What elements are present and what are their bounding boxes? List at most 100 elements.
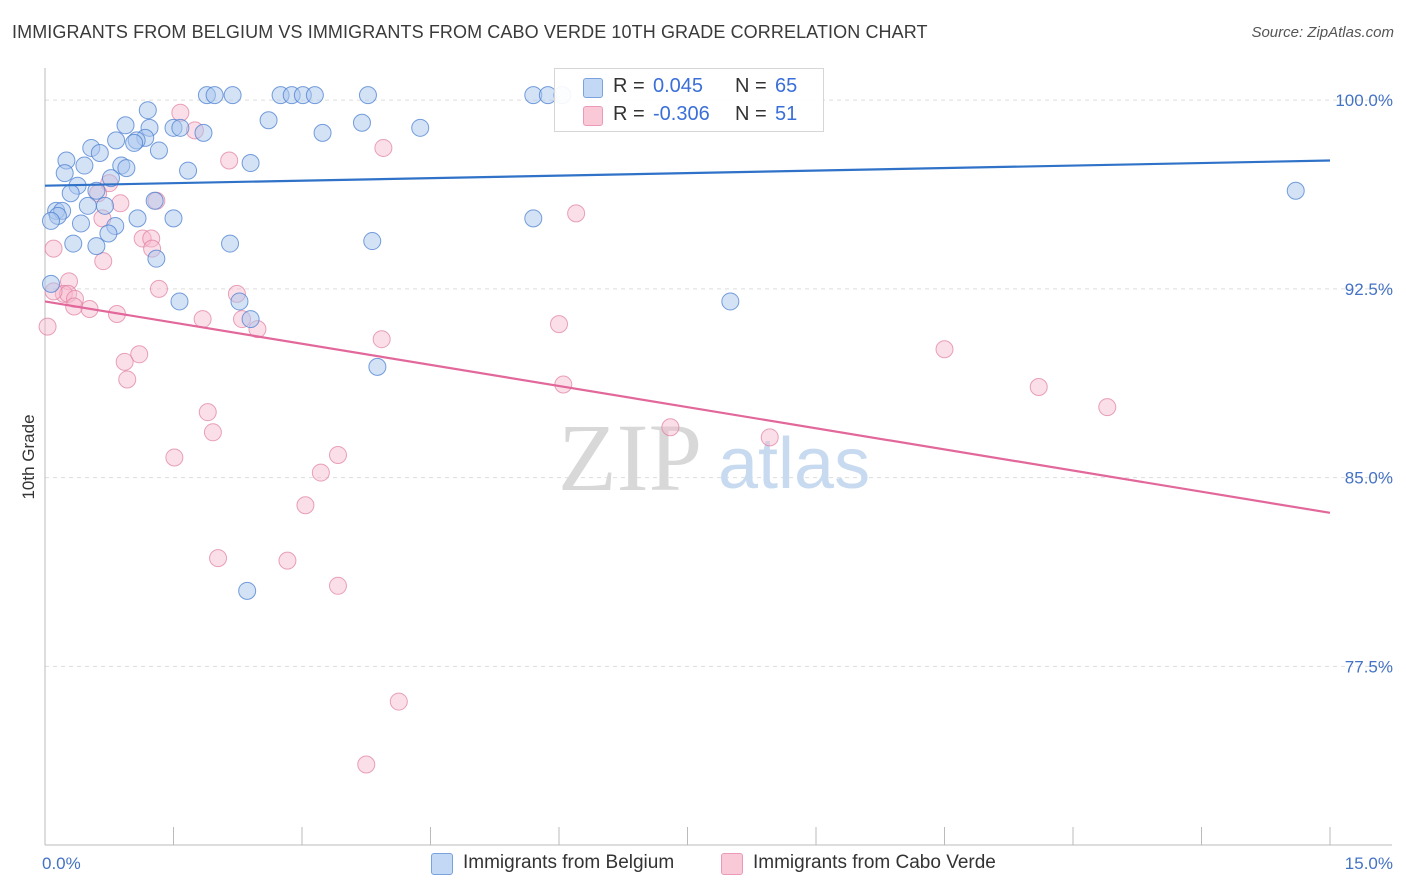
r-value: 0.045	[653, 75, 704, 97]
cabo-verde-point	[149, 279, 168, 298]
cabo-verde-point	[94, 252, 113, 271]
belgium-point	[721, 292, 740, 311]
legend-label-cabo-verde: Immigrants from Cabo Verde	[753, 852, 996, 873]
belgium-point	[1286, 181, 1305, 200]
cabo-verde-swatch	[583, 106, 603, 126]
cabo-verde-point	[554, 375, 573, 394]
belgium-point	[138, 101, 157, 120]
belgium-point	[179, 161, 198, 180]
belgium-point	[313, 123, 332, 142]
y-tick-label: 92.5%	[1345, 280, 1393, 299]
x-tick-label: 0.0%	[42, 854, 81, 873]
belgium-point	[61, 184, 80, 203]
cabo-verde-point	[328, 445, 347, 464]
belgium-point	[149, 141, 168, 160]
cabo-verde-point	[311, 463, 330, 482]
cabo-verde-point	[38, 317, 57, 336]
belgium-point	[205, 86, 224, 105]
belgium-trend-line	[44, 159, 1331, 187]
belgium-point	[99, 224, 118, 243]
belgium-point	[164, 209, 183, 228]
cabo-verde-point	[278, 551, 297, 570]
cabo-verde-point	[198, 403, 217, 422]
belgium-point	[194, 123, 213, 142]
cabo-verde-point	[550, 315, 568, 334]
belgium-point	[87, 181, 106, 200]
cabo-verde-point	[44, 239, 63, 258]
belgium-point	[363, 232, 382, 251]
watermark-zip: ZIP	[558, 404, 702, 511]
belgium-point	[358, 86, 377, 105]
belgium-point	[90, 143, 109, 162]
belgium-point	[238, 581, 257, 600]
grid-lines	[45, 99, 1392, 667]
r-label: R =	[613, 75, 645, 97]
belgium-point	[71, 214, 90, 233]
belgium-point	[87, 237, 106, 256]
belgium-point	[107, 131, 126, 150]
belgium-swatch	[583, 78, 603, 98]
cabo-verde-point	[130, 345, 149, 364]
cabo-verde-point	[567, 204, 586, 223]
cabo-verde-point	[209, 549, 228, 568]
belgium-points	[41, 86, 1305, 600]
cabo-verde-point	[111, 194, 130, 213]
cabo-verde-point	[115, 352, 134, 371]
belgium-point	[116, 116, 135, 135]
belgium-point	[305, 86, 324, 105]
belgium-point	[223, 86, 242, 105]
r-label: R =	[613, 103, 645, 125]
belgium-point	[117, 159, 136, 178]
watermark-atlas: atlas	[718, 424, 870, 504]
cabo-verde-point	[935, 340, 954, 359]
belgium-point	[75, 156, 94, 175]
belgium-point	[41, 274, 60, 293]
cabo-verde-point	[54, 284, 73, 303]
trend-lines	[44, 159, 1331, 514]
belgium-point	[411, 118, 430, 137]
stats-legend: R = 0.045 N = 65 R = -0.306 N = 51	[554, 68, 824, 132]
cabo-verde-point	[661, 418, 680, 437]
axes	[44, 68, 1392, 846]
belgium-legend-swatch	[431, 853, 453, 875]
n-value: 65	[775, 75, 798, 97]
belgium-point	[368, 357, 387, 376]
y-tick-label: 85.0%	[1345, 469, 1393, 488]
belgium-point	[524, 209, 543, 228]
r-value: -0.306	[653, 103, 710, 125]
belgium-point	[145, 191, 164, 210]
cabo-verde-point	[165, 448, 184, 467]
x-tick-label: 15.0%	[1345, 854, 1393, 873]
belgium-point	[128, 209, 147, 228]
cabo-verde-point	[220, 151, 239, 170]
cabo-verde-point	[372, 330, 391, 349]
legend-label-belgium: Immigrants from Belgium	[463, 852, 675, 873]
belgium-point	[241, 310, 260, 329]
belgium-point	[95, 196, 114, 215]
cabo-verde-point	[1098, 398, 1117, 417]
chart-title: IMMIGRANTS FROM BELGIUM VS IMMIGRANTS FR…	[12, 22, 928, 42]
cabo-verde-trend-line	[44, 300, 1331, 514]
cabo-verde-point	[1029, 378, 1048, 397]
n-label: N =	[735, 75, 767, 97]
cabo-verde-point	[357, 755, 376, 774]
cabo-verde-point	[296, 496, 315, 515]
belgium-point	[170, 292, 189, 311]
belgium-point	[41, 211, 60, 230]
belgium-point	[55, 164, 74, 183]
cabo-verde-point	[203, 423, 222, 442]
belgium-point	[241, 154, 260, 173]
cabo-verde-point	[374, 138, 393, 157]
n-value: 51	[775, 103, 798, 125]
cabo-verde-point	[389, 692, 408, 711]
tick-labels: 100.0% 92.5% 85.0% 77.5% 0.0% 15.0%	[42, 91, 1393, 873]
belgium-point	[171, 118, 190, 137]
y-tick-label: 100.0%	[1335, 91, 1393, 110]
belgium-point	[221, 234, 240, 253]
cabo-verde-point	[760, 428, 779, 447]
cabo-verde-point	[328, 576, 347, 595]
source-note: Source: ZipAtlas.com	[1251, 24, 1394, 41]
belgium-point	[147, 249, 166, 268]
cabo-verde-legend-swatch	[721, 853, 743, 875]
